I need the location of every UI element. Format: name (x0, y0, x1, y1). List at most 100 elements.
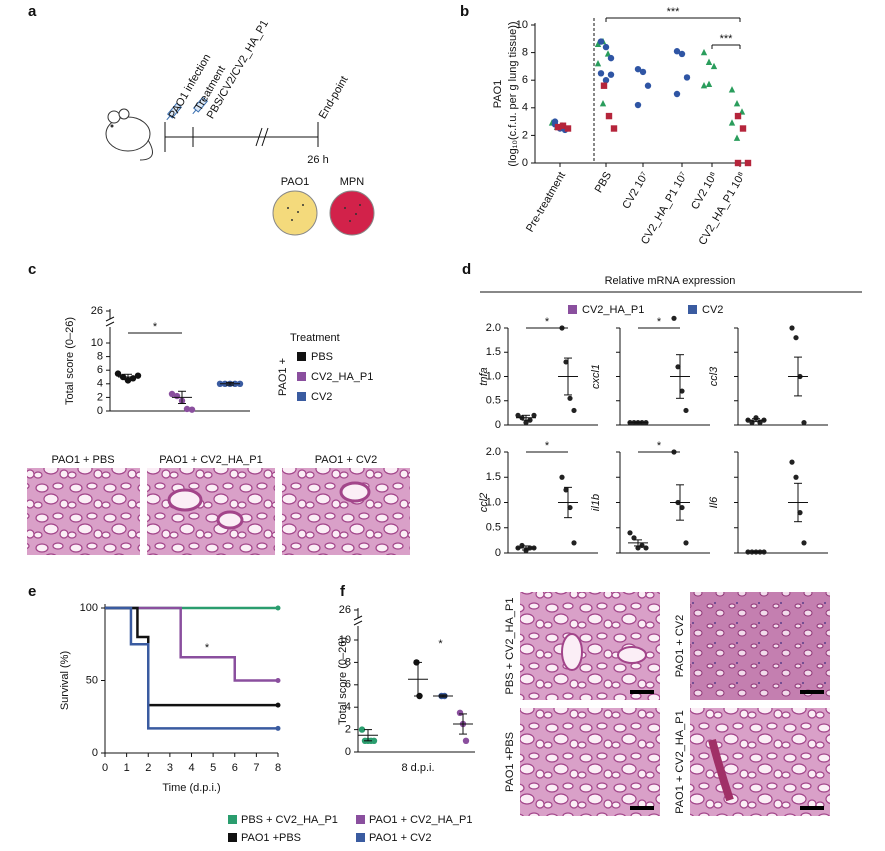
point (643, 545, 649, 551)
point (456, 709, 464, 716)
legend-label: CV2 (702, 304, 723, 316)
legend-swatch (356, 833, 365, 842)
point (183, 405, 191, 413)
point (733, 99, 741, 107)
y-tick-label: 6 (345, 679, 351, 691)
y-axis-label: Total score (0–26) (337, 637, 349, 725)
image-label: PAO1 + CV2 (674, 615, 686, 677)
point (551, 118, 559, 125)
y-tick-label: 2 (522, 129, 528, 141)
legend-swatch (568, 305, 577, 314)
panel-label: c (28, 261, 36, 278)
legend-label: CV2_HA_P1 (311, 371, 373, 383)
point (679, 388, 685, 394)
point (563, 359, 569, 365)
point (710, 62, 718, 70)
point (728, 119, 736, 126)
point (607, 54, 615, 62)
x-tick-label: Pre-treatment (524, 170, 568, 234)
y-tick-label: 50 (86, 674, 98, 686)
point (801, 419, 807, 426)
timeline (164, 96, 319, 152)
x-tick-label: 4 (188, 762, 194, 774)
point (639, 68, 647, 76)
point (559, 474, 565, 480)
point (679, 504, 685, 511)
panel-label: b (460, 3, 469, 20)
point (519, 542, 525, 549)
axis-break (105, 321, 115, 327)
point (173, 392, 181, 400)
histology-image (147, 468, 275, 555)
point (605, 112, 613, 120)
point (124, 377, 132, 384)
axis-break (353, 615, 363, 621)
y-axis-label: ccl3 (708, 366, 720, 386)
y-axis-label: Il6 (708, 496, 720, 509)
y-axis-label: cxcl1 (590, 364, 602, 389)
significance: * (153, 321, 158, 333)
significance: * (545, 440, 550, 452)
legend-label: PAO1 + CV2 (369, 832, 431, 844)
point (700, 48, 708, 56)
y-tick-label: 4 (97, 378, 103, 390)
point (744, 159, 752, 167)
histology-image (520, 592, 660, 700)
point (705, 58, 713, 65)
y-tick-label: 0 (495, 547, 501, 559)
y-axis-label: Total score (0–26) (64, 317, 76, 405)
point (705, 80, 713, 88)
point (358, 726, 366, 733)
point (602, 43, 610, 51)
y-axis-label: ccl2 (478, 493, 490, 513)
histology-image (282, 468, 410, 555)
y-tick-label: 0 (495, 419, 501, 431)
y-tick-label: 8 (345, 656, 351, 668)
y-tick-label: 1.5 (486, 346, 501, 358)
legend-swatch (228, 833, 237, 842)
point (531, 412, 537, 418)
y-tick-label: 2 (97, 391, 103, 403)
significance: *** (667, 6, 681, 18)
y-tick-label: 1.5 (486, 471, 501, 483)
y-tick-label: 1.0 (486, 370, 501, 382)
mouse (105, 108, 153, 161)
survival-line (105, 606, 278, 682)
point (734, 112, 742, 120)
y-tick-label: 4 (345, 701, 351, 713)
x-tick-label: CV2 10⁸ (689, 170, 720, 212)
syringe (166, 102, 183, 121)
scale-bar (800, 806, 824, 810)
x-tick-label: 8 (275, 762, 281, 774)
point (793, 474, 799, 480)
plate-label: MPN (340, 176, 365, 188)
x-tick-label: 0 (102, 762, 108, 774)
panel-label: a (28, 3, 37, 20)
y-tick-label: 8 (97, 351, 103, 363)
panel-label: e (28, 583, 36, 600)
step-label: End-point (317, 74, 351, 121)
legend-label: PBS (311, 351, 333, 363)
point (523, 419, 529, 426)
image-label: PAO1 + CV2 (315, 454, 377, 466)
x-tick-label: 1 (124, 762, 130, 774)
legend-label: CV2_HA_P1 (582, 304, 644, 316)
point (462, 737, 470, 744)
y-tick-label: 26 (339, 604, 351, 616)
point (607, 71, 615, 78)
y-axis-label: (log₁₀(c.f.u. per g lung tissue)) (507, 21, 519, 166)
point (597, 70, 605, 77)
point (594, 40, 602, 48)
point (728, 86, 736, 93)
legend-label: PAO1 + CV2_HA_P1 (369, 814, 472, 826)
point (515, 412, 521, 418)
point (597, 38, 605, 45)
point (683, 540, 689, 546)
point (370, 737, 378, 744)
x-tick-label: 5 (210, 762, 216, 774)
point (683, 74, 691, 81)
legend-label: PBS + CV2_HA_P1 (241, 814, 338, 826)
x-tick-label: 2 (145, 762, 151, 774)
significance: * (545, 316, 550, 328)
legend-label: PAO1 +PBS (241, 832, 301, 844)
